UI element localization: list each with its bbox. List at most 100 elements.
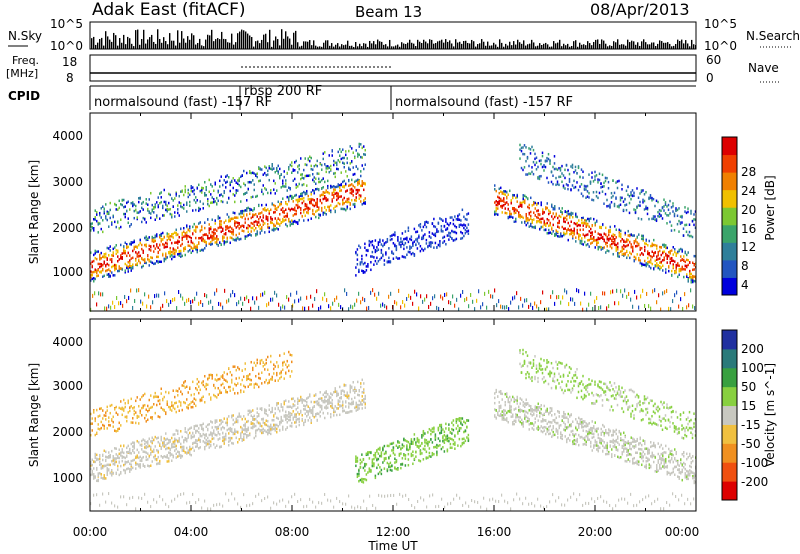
echo-cell <box>461 236 464 240</box>
echo-cell <box>337 150 339 154</box>
ground-clutter <box>388 294 390 299</box>
echo-cell <box>545 222 547 226</box>
echo-cell <box>219 216 221 220</box>
echo-cell <box>166 442 168 445</box>
echo-cell <box>498 199 500 203</box>
echo-cell <box>440 225 443 228</box>
ground-clutter <box>202 302 204 307</box>
echo-cell <box>199 433 201 436</box>
echo-cell <box>292 397 294 400</box>
echo-cell <box>513 194 515 197</box>
echo-cell <box>561 225 563 229</box>
echo-cell <box>554 233 556 236</box>
echo-cell <box>413 254 416 257</box>
echo-cell <box>132 241 134 244</box>
echo-cell <box>669 199 671 203</box>
ground-clutter <box>200 300 202 305</box>
noise-bar <box>669 43 671 49</box>
echo-cell <box>650 266 652 270</box>
noise-bar <box>363 43 365 49</box>
echo-cell <box>327 186 329 190</box>
echo-cell <box>330 415 332 419</box>
ground-clutter <box>620 289 622 294</box>
echo-cell <box>303 190 305 194</box>
echo-cell <box>259 167 261 170</box>
echo-cell <box>319 194 321 197</box>
echo-cell <box>342 400 344 404</box>
echo-cell <box>672 263 674 266</box>
echo-cell <box>169 439 171 442</box>
echo-cell <box>256 407 258 410</box>
ground-clutter <box>224 288 226 293</box>
echo-cell <box>235 181 237 184</box>
echo-cell <box>352 380 354 384</box>
echo-cell <box>295 203 297 207</box>
echo-cell <box>304 214 306 218</box>
echo-cell <box>525 146 527 149</box>
echo-cell <box>577 165 580 168</box>
echo-cell <box>458 218 461 222</box>
echo-cell <box>121 257 123 260</box>
echo-cell <box>192 241 194 245</box>
echo-cell <box>466 213 468 216</box>
echo-cell <box>294 399 296 403</box>
ground-clutter <box>608 304 610 309</box>
echo-cell <box>632 250 634 253</box>
echo-cell <box>280 186 282 189</box>
noise-bar <box>609 45 611 49</box>
echo-cell <box>130 265 132 268</box>
echo-cell <box>343 165 345 169</box>
echo-cell <box>550 170 553 174</box>
ground-clutter <box>434 294 436 299</box>
echo-cell <box>162 441 164 445</box>
echo-cell <box>309 207 311 210</box>
echo-cell <box>409 237 411 241</box>
ground-clutter <box>508 307 510 312</box>
echo-cell <box>265 209 267 212</box>
echo-cell <box>409 247 411 251</box>
echo-cell <box>316 412 318 416</box>
ground-clutter <box>252 296 254 301</box>
ground-clutter <box>312 303 314 308</box>
echo-cell <box>144 439 146 442</box>
echo-cell <box>238 438 240 441</box>
noise-bar <box>503 46 505 49</box>
echo-cell <box>576 181 578 184</box>
echo-cell <box>133 413 135 416</box>
echo-cell <box>195 236 197 240</box>
echo-cell <box>276 227 278 230</box>
echo-cell <box>409 245 411 248</box>
echo-cell <box>133 446 135 450</box>
echo-cell <box>150 260 152 263</box>
echo-cell <box>111 260 113 263</box>
echo-cell <box>413 227 416 231</box>
echo-cell <box>579 234 581 237</box>
echo-cell <box>196 442 198 446</box>
echo-cell <box>277 425 279 428</box>
echo-cell <box>316 172 318 175</box>
noise-bar <box>563 43 565 49</box>
echo-cell <box>253 436 255 440</box>
echo-cell <box>340 171 342 174</box>
echo-cell <box>147 445 149 449</box>
echo-cell <box>198 222 200 225</box>
echo-cell <box>445 217 447 221</box>
echo-cell <box>177 204 179 207</box>
echo-cell <box>555 214 557 217</box>
echo-cell <box>297 185 299 188</box>
ground-clutter <box>518 305 520 310</box>
echo-cell <box>383 263 386 266</box>
echo-cell <box>147 452 149 455</box>
echo-cell <box>673 214 676 218</box>
echo-cell <box>226 240 228 243</box>
echo-cell <box>117 468 119 471</box>
echo-cell <box>591 223 593 227</box>
ground-clutter <box>386 305 388 310</box>
noise-bar <box>693 44 695 49</box>
echo-cell <box>129 449 131 452</box>
echo-cell <box>226 225 228 228</box>
colorbar-swatch <box>722 242 737 261</box>
echo-cell <box>557 225 559 228</box>
echo-cell <box>174 248 176 252</box>
echo-cell <box>211 196 213 199</box>
